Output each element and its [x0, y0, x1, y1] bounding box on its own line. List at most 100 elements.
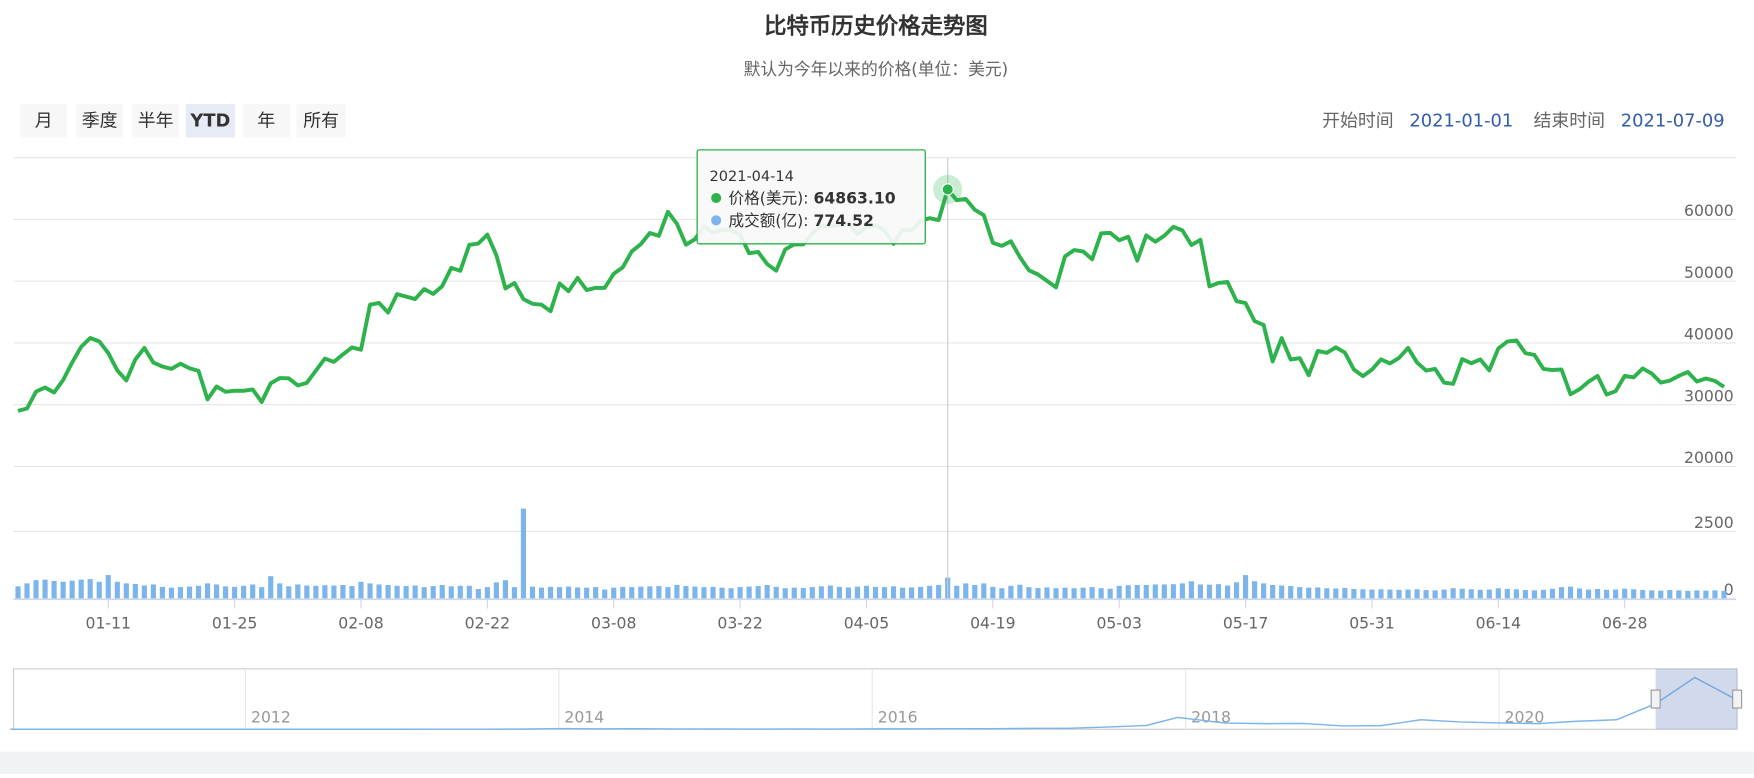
x-tick-label: 05-03: [1096, 614, 1141, 633]
x-tick-label: 01-25: [212, 614, 257, 633]
volume-bar: [430, 586, 436, 599]
volume-bar: [204, 583, 211, 599]
tooltip-box: [696, 149, 927, 245]
range-button[interactable]: 月: [20, 104, 68, 138]
end-date[interactable]: 2021-07-09: [1621, 110, 1725, 131]
y-tick-label: 20000: [1684, 448, 1734, 467]
tooltip-value: 64863.10: [814, 189, 896, 208]
volume-bar: [1288, 586, 1294, 599]
tooltip-row: 价格(美元): 64863.10: [728, 189, 895, 208]
volume-bar: [349, 586, 355, 599]
chart-subtitle: 默认为今年以来的价格(单位：美元): [744, 59, 1009, 79]
volume-bar: [1558, 587, 1565, 599]
volume-bar: [1351, 589, 1357, 599]
volume-bar: [936, 584, 942, 599]
start-date[interactable]: 2021-01-01: [1409, 110, 1513, 131]
volume-bar: [547, 586, 554, 599]
volume-bar: [638, 586, 644, 599]
volume-bar: [1179, 583, 1185, 599]
range-button-bg: [185, 104, 235, 138]
volume-bar: [1062, 587, 1068, 599]
volume-bar: [1477, 589, 1483, 599]
volume-bar: [755, 586, 761, 599]
start-label: 开始时间: [1322, 110, 1394, 131]
volume-bar: [1071, 588, 1077, 599]
volume-bar: [809, 587, 815, 599]
navigator-tick-label: 2014: [564, 708, 604, 727]
volume-bar: [1649, 590, 1655, 599]
tooltip-date: 2021-04-14: [709, 169, 793, 185]
x-tick-label: 06-28: [1602, 614, 1647, 633]
range-button[interactable]: YTD: [185, 104, 235, 138]
volume-bar: [1486, 589, 1492, 599]
volume-bar: [1685, 590, 1691, 599]
chart-title: 比特币历史价格走势图: [764, 13, 988, 40]
navigator-tick-label: 2016: [878, 708, 918, 727]
volume-bar: [863, 585, 870, 599]
volume-bar: [1567, 586, 1574, 599]
volume-bar: [367, 583, 373, 599]
volume-bar: [674, 584, 680, 599]
volume-bar: [1495, 588, 1501, 599]
volume-bar: [899, 587, 906, 599]
volume-bar: [69, 580, 75, 599]
footer-strip: [0, 751, 1754, 774]
range-button-bg: [132, 104, 180, 138]
navigator-tick-label: 2018: [1191, 708, 1231, 727]
x-tick-label: 05-31: [1349, 614, 1394, 633]
volume-bar: [1026, 587, 1032, 599]
volume-bar: [1712, 590, 1718, 599]
volume-bar: [277, 583, 283, 599]
end-label: 结束时间: [1534, 110, 1606, 131]
volume-bar: [827, 585, 833, 599]
volume-bar: [1604, 589, 1610, 599]
volume-bar: [1044, 587, 1050, 599]
volume-bar: [1522, 590, 1528, 599]
volume-bar: [1595, 589, 1601, 599]
range-button[interactable]: 半年: [132, 104, 180, 138]
volume-bar: [60, 581, 66, 599]
volume-bar: [1396, 589, 1402, 599]
volume-bar: [538, 587, 545, 599]
range-button[interactable]: 季度: [76, 104, 124, 138]
volume-bar: [1224, 585, 1231, 599]
range-button[interactable]: 所有: [296, 104, 346, 138]
x-tick-label: 05-17: [1223, 614, 1268, 633]
range-button[interactable]: 年: [242, 104, 290, 138]
range-button-bg: [76, 104, 124, 138]
volume-bar: [484, 587, 490, 599]
volume-bar: [421, 587, 427, 599]
x-tick-label: 03-22: [717, 614, 762, 633]
volume-bar: [963, 583, 969, 599]
volume-bar: [105, 575, 111, 599]
volume-bar: [1694, 590, 1700, 599]
range-button-bg: [296, 104, 346, 138]
navigator-handle[interactable]: [1732, 689, 1743, 709]
volume-bar: [529, 586, 536, 599]
volume-bar: [728, 588, 734, 599]
navigator-handle[interactable]: [1650, 689, 1661, 709]
x-tick-label: 04-05: [844, 614, 889, 633]
volume-bar: [15, 586, 21, 599]
volume-bar: [1197, 584, 1204, 599]
volume-bar: [701, 587, 707, 599]
volume-bar: [223, 586, 229, 599]
volume-bar: [1017, 584, 1023, 599]
volume-bar: [1432, 590, 1438, 599]
volume-bar: [1206, 584, 1213, 599]
x-tick-label: 03-08: [591, 614, 636, 633]
volume-bar: [286, 586, 292, 599]
volume-bar: [358, 581, 364, 599]
volume-bar: [1387, 589, 1393, 599]
volume-bar: [313, 585, 319, 599]
volume-bar: [1342, 587, 1348, 599]
tooltip-series-name: 成交额(亿): [728, 211, 803, 230]
volume-bar: [854, 586, 861, 599]
volume-bar: [42, 579, 48, 599]
volume-bar: [475, 589, 481, 599]
volume-bar: [1622, 588, 1628, 599]
volume-bar: [24, 583, 30, 599]
volume-bar: [1459, 588, 1465, 599]
volume-bar: [439, 584, 445, 599]
volume-bar: [575, 587, 581, 599]
